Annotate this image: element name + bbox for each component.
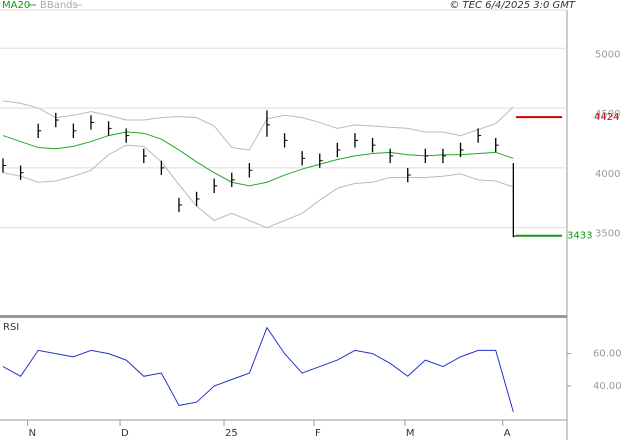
panel-separator [0, 315, 567, 318]
bollinger-upper [2, 100, 514, 151]
x-tick-label: A [504, 428, 511, 439]
y-tick-label: 4500 [595, 109, 620, 120]
y-tick-label: 4000 [595, 169, 620, 180]
level-label: 3433 [567, 231, 592, 242]
rsi-line [2, 326, 514, 413]
x-tick-label: M [406, 428, 415, 439]
y-tick-label: 60.00 [593, 349, 622, 360]
x-tick-label: 25 [225, 428, 238, 439]
legend-ma: MA20 [2, 0, 30, 11]
y-tick-label: 5000 [595, 49, 620, 60]
rsi-title: RSI [3, 322, 19, 333]
y-tick-label: 40.00 [593, 381, 622, 392]
x-tick-label: N [29, 428, 36, 439]
level-label: 4424 [594, 112, 619, 123]
bollinger-lower [2, 144, 514, 229]
x-tick-label: F [315, 428, 321, 439]
legend-bbands: BBands [40, 0, 78, 11]
y-tick-label: 3500 [595, 229, 620, 240]
credit: © TEC 6/4/2025 3:0 GMT [449, 0, 576, 11]
x-tick-label: D [121, 428, 129, 439]
